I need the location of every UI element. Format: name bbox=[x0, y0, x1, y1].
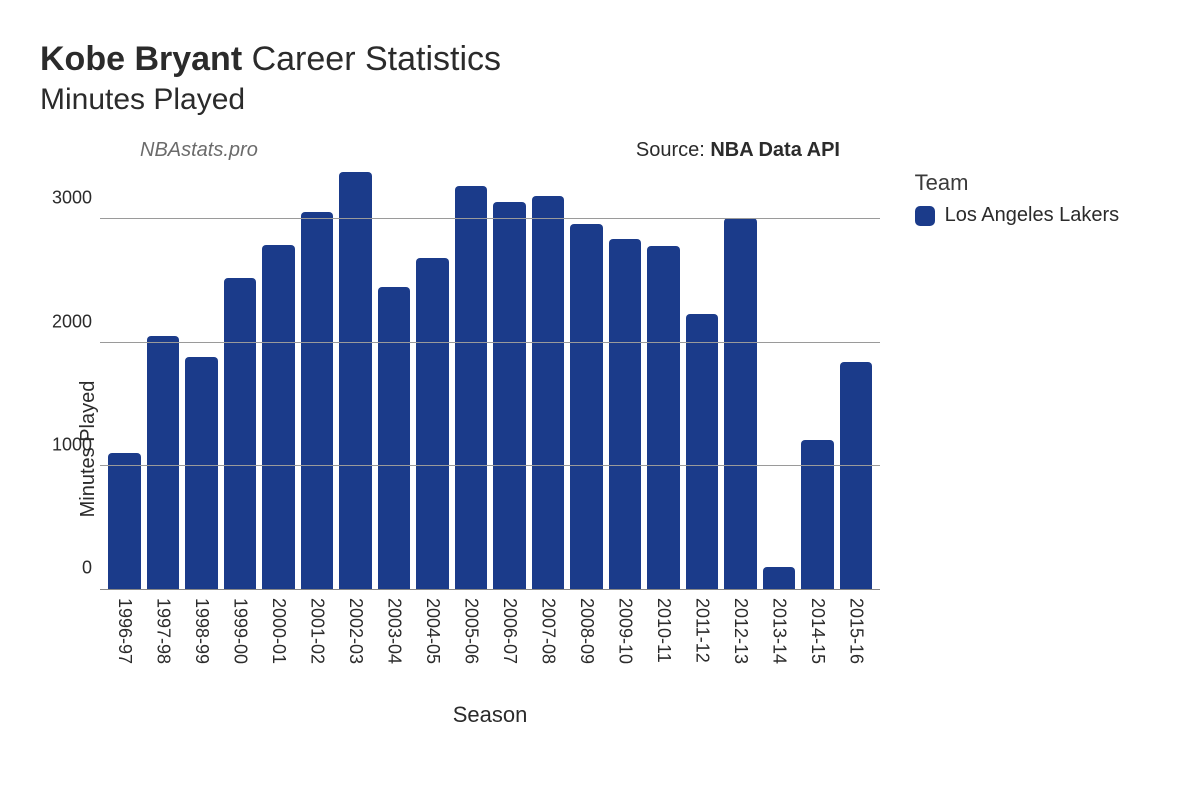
x-tick-label: 2002-03 bbox=[339, 596, 372, 686]
plot-region: 0100020003000 bbox=[100, 170, 880, 590]
x-tick-label: 1999-00 bbox=[224, 596, 257, 686]
x-tick-label: 2008-09 bbox=[570, 596, 603, 686]
bar bbox=[455, 186, 488, 589]
chart-area: Minutes Played 0100020003000 1996-971997… bbox=[40, 170, 895, 728]
x-tick-label: 2009-10 bbox=[609, 596, 642, 686]
source-label: Source: NBA Data API bbox=[636, 139, 840, 162]
x-tick-label: 2010-11 bbox=[647, 596, 680, 686]
x-tick-label: 1998-99 bbox=[185, 596, 218, 686]
x-tick-label: 2012-13 bbox=[724, 596, 757, 686]
legend: Team Los Angeles Lakers bbox=[915, 170, 1170, 227]
bar bbox=[224, 278, 257, 589]
bar bbox=[416, 258, 449, 590]
x-tick-label: 2011-12 bbox=[686, 596, 719, 686]
legend-item: Los Angeles Lakers bbox=[915, 204, 1170, 227]
x-tick-label: 2014-15 bbox=[801, 596, 834, 686]
bars-container bbox=[100, 170, 880, 589]
bar bbox=[686, 314, 719, 589]
x-tick-label: 2015-16 bbox=[840, 596, 873, 686]
gridline bbox=[100, 342, 880, 343]
x-tick-label: 2005-06 bbox=[455, 596, 488, 686]
bar bbox=[493, 202, 526, 589]
bar bbox=[147, 336, 180, 589]
legend-swatch bbox=[915, 206, 935, 226]
x-tick-label: 2001-02 bbox=[301, 596, 334, 686]
y-tick-label: 0 bbox=[82, 558, 92, 579]
y-tick-label: 2000 bbox=[52, 311, 92, 332]
y-tick-label: 1000 bbox=[52, 434, 92, 455]
bar bbox=[185, 357, 218, 589]
bar bbox=[609, 239, 642, 589]
x-tick-label: 2006-07 bbox=[493, 596, 526, 686]
source-name: NBA Data API bbox=[710, 139, 840, 161]
x-tick-label: 2003-04 bbox=[378, 596, 411, 686]
bar bbox=[840, 362, 873, 589]
bar bbox=[570, 224, 603, 589]
bar bbox=[339, 172, 372, 589]
bar bbox=[724, 218, 757, 589]
legend-title: Team bbox=[915, 170, 1170, 196]
x-tick-label: 2007-08 bbox=[532, 596, 565, 686]
bar bbox=[647, 246, 680, 589]
bar bbox=[108, 453, 141, 589]
title-suffix: Career Statistics bbox=[242, 40, 501, 78]
x-ticks: 1996-971997-981998-991999-002000-012001-… bbox=[100, 590, 880, 686]
bar bbox=[378, 287, 411, 589]
legend-label: Los Angeles Lakers bbox=[945, 204, 1120, 227]
y-tick-label: 3000 bbox=[52, 188, 92, 209]
watermark: NBAstats.pro bbox=[140, 139, 258, 162]
x-tick-label: 1997-98 bbox=[147, 596, 180, 686]
page-title: Kobe Bryant Career Statistics bbox=[40, 40, 1170, 79]
x-tick-label: 2013-14 bbox=[763, 596, 796, 686]
gridline bbox=[100, 218, 880, 219]
bar bbox=[262, 245, 295, 589]
x-tick-label: 1996-97 bbox=[108, 596, 141, 686]
x-tick-label: 2004-05 bbox=[416, 596, 449, 686]
page-subtitle: Minutes Played bbox=[40, 83, 1170, 117]
bar bbox=[801, 440, 834, 589]
bar bbox=[763, 567, 796, 589]
x-tick-label: 2000-01 bbox=[262, 596, 295, 686]
bar bbox=[532, 196, 565, 589]
source-prefix: Source: bbox=[636, 139, 710, 161]
x-axis-label: Season bbox=[100, 702, 880, 728]
meta-row: NBAstats.pro Source: NBA Data API bbox=[40, 139, 1170, 162]
title-player-name: Kobe Bryant bbox=[40, 40, 242, 78]
gridline bbox=[100, 465, 880, 466]
bar bbox=[301, 212, 334, 589]
